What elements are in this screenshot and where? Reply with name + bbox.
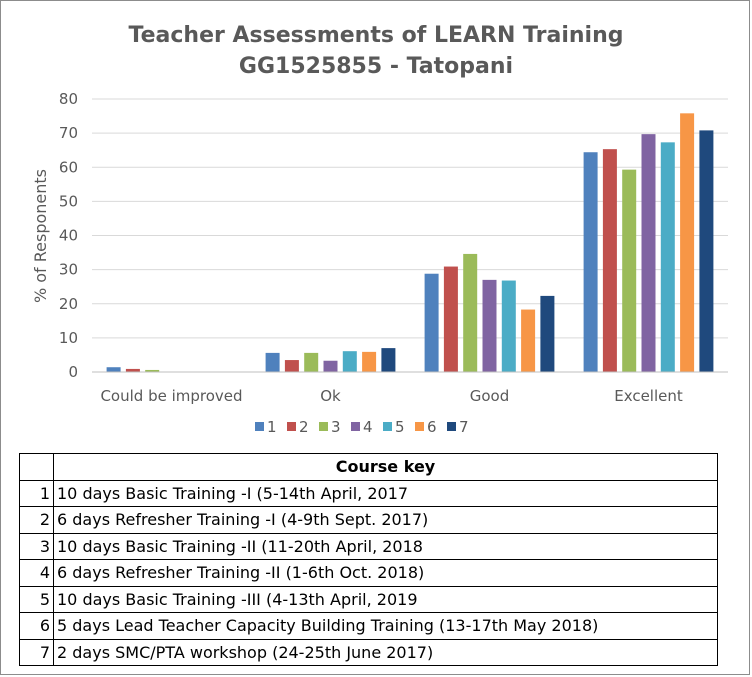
- bar-good-series-6: [521, 309, 536, 372]
- course-number: 4: [19, 559, 54, 587]
- bar-excellent-series-6: [680, 113, 695, 373]
- y-axis-tick-labels: 0 10 20 30 40 50 60 70 80: [59, 90, 78, 381]
- course-key-header-num: [19, 453, 54, 481]
- bar-good-series-5: [501, 280, 516, 372]
- legend-swatch: [415, 422, 424, 431]
- course-number: 2: [19, 506, 54, 534]
- course-description: 6 days Refresher Training -II (1-6th Oct…: [53, 559, 718, 587]
- legend-label: 2: [299, 418, 309, 436]
- course-key-row: 5 10 days Basic Training -III (4-13th Apr…: [19, 585, 718, 613]
- course-description: 10 days Basic Training -III (4-13th Apri…: [53, 585, 718, 613]
- bar-could-be-improved-series-2: [125, 368, 140, 372]
- y-tick-label: 30: [59, 261, 78, 279]
- legend-label: 3: [331, 418, 341, 436]
- legend-swatch: [351, 422, 360, 431]
- course-description: 5 days Lead Teacher Capacity Building Tr…: [53, 612, 718, 640]
- bar-excellent-series-7: [699, 130, 714, 372]
- course-key-row: 1 10 days Basic Training -I (5-14th April…: [19, 479, 718, 507]
- legend-swatch: [255, 422, 264, 431]
- bar-good-series-3: [463, 253, 478, 372]
- bar-ok-series-3: [304, 352, 319, 372]
- bar-good-series-7: [540, 295, 555, 372]
- x-category-label: Good: [470, 387, 510, 405]
- legend-swatch: [287, 422, 296, 431]
- x-category-label: Excellent: [614, 387, 683, 405]
- bar-good-series-4: [482, 279, 497, 372]
- y-tick-label: 40: [59, 227, 78, 245]
- legend-swatch: [319, 422, 328, 431]
- course-number: 3: [19, 532, 54, 560]
- course-number: 5: [19, 585, 54, 613]
- legend-label: 5: [395, 418, 405, 436]
- bar-good-series-2: [443, 266, 458, 372]
- bar-excellent-series-5: [660, 142, 675, 372]
- y-tick-label: 50: [59, 192, 78, 210]
- legend-label: 1: [267, 418, 277, 436]
- x-category-label: Ok: [320, 387, 341, 405]
- legend-label: 4: [363, 418, 373, 436]
- bar-ok-series-1: [265, 352, 280, 372]
- bar-ok-series-7: [381, 348, 396, 372]
- legend-label: 6: [427, 418, 437, 436]
- bar-ok-series-2: [284, 360, 299, 372]
- chart-subtitle: GG1525855 - Tatopani: [238, 54, 514, 79]
- course-key-table: Course key 1 10 days Basic Training -I (5…: [19, 453, 718, 666]
- bar-good-series-1: [424, 273, 439, 372]
- bar-ok-series-4: [323, 360, 338, 372]
- legend-swatch: [447, 422, 456, 431]
- y-tick-label: 10: [59, 329, 78, 347]
- course-key-header-row: Course key: [19, 453, 718, 481]
- course-key-body: 1 10 days Basic Training -I (5-14th April…: [19, 479, 718, 666]
- course-number: 1: [19, 479, 54, 507]
- legend-label: 7: [459, 418, 469, 436]
- course-number: 7: [19, 638, 54, 666]
- bar-excellent-series-3: [622, 169, 637, 372]
- course-number: 6: [19, 612, 54, 640]
- y-tick-label: 70: [59, 124, 78, 142]
- bar-could-be-improved-series-3: [145, 369, 160, 372]
- bars: [106, 113, 714, 373]
- legend: 1 2 3 4 5 6 7: [255, 418, 469, 436]
- bar-ok-series-6: [362, 351, 377, 372]
- course-key-row: 3 10 days Basic Training -II (11-20th Apr…: [19, 532, 718, 560]
- y-tick-label: 80: [59, 90, 78, 108]
- chart-title-block: Teacher Assessments of LEARN Training GG…: [0, 20, 752, 82]
- x-axis-category-labels: Could be improved Ok Good Excellent: [100, 387, 682, 405]
- course-description: 10 days Basic Training -I (5-14th April,…: [53, 479, 718, 507]
- bar-could-be-improved-series-1: [106, 367, 121, 372]
- bar-excellent-series-4: [641, 134, 656, 372]
- bar-ok-series-5: [342, 351, 357, 372]
- course-description: 10 days Basic Training -II (11-20th Apri…: [53, 532, 718, 560]
- y-tick-label: 60: [59, 158, 78, 176]
- y-axis-label: % of Responents: [31, 169, 50, 303]
- x-category-label: Could be improved: [100, 387, 242, 405]
- y-tick-label: 20: [59, 295, 78, 313]
- bar-excellent-series-1: [583, 152, 598, 372]
- course-description: 6 days Refresher Training -I (4-9th Sept…: [53, 506, 718, 534]
- gridlines: [92, 98, 728, 339]
- y-tick-label: 0: [68, 363, 78, 381]
- course-key-header: Course key: [53, 453, 718, 481]
- course-description: 2 days SMC/PTA workshop (24-25th June 20…: [53, 638, 718, 666]
- chart-title: Teacher Assessments of LEARN Training: [128, 23, 624, 48]
- legend-swatch: [383, 422, 392, 431]
- bar-excellent-series-2: [602, 149, 617, 372]
